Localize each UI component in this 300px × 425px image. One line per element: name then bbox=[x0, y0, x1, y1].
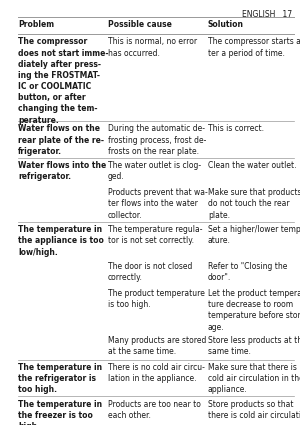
Text: Possible cause: Possible cause bbox=[108, 20, 172, 29]
Text: Products are too near to
each other.: Products are too near to each other. bbox=[108, 400, 201, 420]
Text: This is correct.: This is correct. bbox=[208, 125, 264, 133]
Text: Store products so that
there is cold air circulation.: Store products so that there is cold air… bbox=[208, 400, 300, 420]
Text: Let the product tempera-
ture decrease to room
temperature before stor-
age.: Let the product tempera- ture decrease t… bbox=[208, 289, 300, 332]
Text: Many products are stored
at the same time.: Many products are stored at the same tim… bbox=[108, 336, 206, 356]
Text: Make sure that there is
cold air circulation in the
appliance.: Make sure that there is cold air circula… bbox=[208, 363, 300, 394]
Text: The temperature in
the refrigerator is
too high.: The temperature in the refrigerator is t… bbox=[18, 363, 102, 394]
Text: Problem: Problem bbox=[18, 20, 54, 29]
Text: Make sure that products
do not touch the rear
plate.: Make sure that products do not touch the… bbox=[208, 188, 300, 220]
Text: Water flows into the
refrigerator.: Water flows into the refrigerator. bbox=[18, 162, 106, 181]
Text: The compressor
does not start imme-
diately after press-
ing the FROSTMAT-
IC or: The compressor does not start imme- diat… bbox=[18, 37, 109, 125]
Text: During the automatic de-
frosting process, frost de-
frosts on the rear plate.: During the automatic de- frosting proces… bbox=[108, 125, 206, 156]
Text: There is no cold air circu-
lation in the appliance.: There is no cold air circu- lation in th… bbox=[108, 363, 205, 383]
Text: The temperature in
the freezer is too
high.: The temperature in the freezer is too hi… bbox=[18, 400, 102, 425]
Text: Store less products at the
same time.: Store less products at the same time. bbox=[208, 336, 300, 356]
Text: The product temperature
is too high.: The product temperature is too high. bbox=[108, 289, 205, 309]
Text: The temperature in
the appliance is too
low/high.: The temperature in the appliance is too … bbox=[18, 225, 104, 257]
Text: ENGLISH   17: ENGLISH 17 bbox=[242, 10, 292, 19]
Text: This is normal, no error
has occurred.: This is normal, no error has occurred. bbox=[108, 37, 197, 57]
Text: Products prevent that wa-
ter flows into the water
collector.: Products prevent that wa- ter flows into… bbox=[108, 188, 208, 220]
Text: The temperature regula-
tor is not set correctly.: The temperature regula- tor is not set c… bbox=[108, 225, 202, 245]
Text: Solution: Solution bbox=[208, 20, 244, 29]
Text: The compressor starts af-
ter a period of time.: The compressor starts af- ter a period o… bbox=[208, 37, 300, 57]
Text: The water outlet is clog-
ged.: The water outlet is clog- ged. bbox=[108, 162, 201, 181]
Text: Water flows on the
rear plate of the re-
frigerator.: Water flows on the rear plate of the re-… bbox=[18, 125, 104, 156]
Text: Set a higher/lower temper-
ature.: Set a higher/lower temper- ature. bbox=[208, 225, 300, 245]
Text: Clean the water outlet.: Clean the water outlet. bbox=[208, 162, 296, 170]
Text: Refer to "Closing the
door".: Refer to "Closing the door". bbox=[208, 262, 287, 282]
Text: The door is not closed
correctly.: The door is not closed correctly. bbox=[108, 262, 192, 282]
